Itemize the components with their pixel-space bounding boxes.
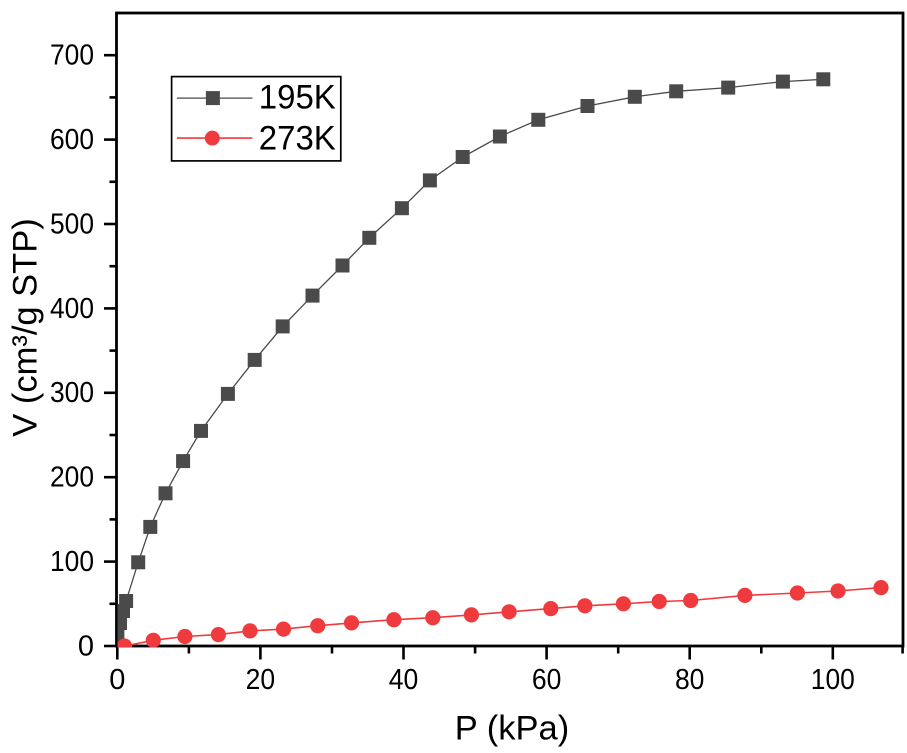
svg-text:300: 300 bbox=[50, 377, 94, 409]
svg-text:200: 200 bbox=[50, 462, 94, 494]
svg-text:700: 700 bbox=[50, 40, 94, 72]
svg-text:600: 600 bbox=[50, 124, 94, 156]
svg-text:40: 40 bbox=[389, 664, 419, 696]
svg-text:273K: 273K bbox=[259, 120, 336, 158]
svg-text:100: 100 bbox=[811, 664, 855, 696]
svg-text:60: 60 bbox=[532, 664, 562, 696]
svg-text:80: 80 bbox=[675, 664, 705, 696]
svg-text:20: 20 bbox=[246, 664, 276, 696]
svg-text:0: 0 bbox=[109, 664, 125, 696]
svg-text:P (kPa): P (kPa) bbox=[455, 710, 569, 748]
svg-text:500: 500 bbox=[50, 208, 94, 240]
svg-text:400: 400 bbox=[50, 293, 94, 325]
svg-text:100: 100 bbox=[50, 546, 94, 578]
svg-text:195K: 195K bbox=[259, 78, 336, 116]
svg-text:V (cm³/g STP): V (cm³/g STP) bbox=[7, 218, 45, 437]
svg-text:0: 0 bbox=[78, 630, 94, 662]
